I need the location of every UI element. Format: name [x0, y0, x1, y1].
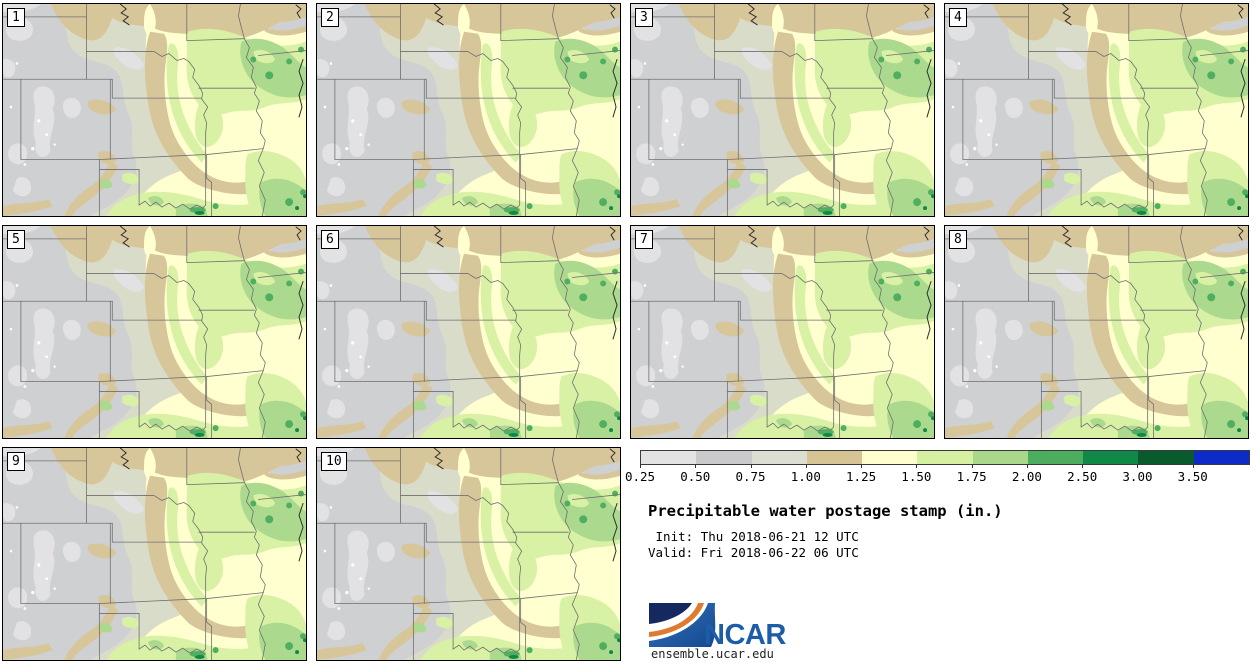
- ensemble-panel: 10: [316, 447, 621, 661]
- ensemble-panel: 7: [630, 225, 935, 439]
- ensemble-panel: 8: [944, 225, 1249, 439]
- precipitable-water-map: [631, 226, 934, 438]
- ensemble-panel: 6: [316, 225, 621, 439]
- precipitable-water-map: [317, 4, 620, 216]
- precipitable-water-map: [317, 226, 620, 438]
- panel-number-badge: 9: [7, 452, 25, 471]
- panel-number-badge: 5: [7, 230, 25, 249]
- ensemble-panel: 3: [630, 3, 935, 217]
- precipitable-water-map: [3, 226, 306, 438]
- ensemble-panel: 2: [316, 3, 621, 217]
- panel-number-badge: 10: [321, 452, 347, 471]
- ensemble-panel: 9: [2, 447, 307, 661]
- precipitable-water-map: [3, 4, 306, 216]
- ensemble-panel: 1: [2, 3, 307, 217]
- precipitable-water-map: [631, 4, 934, 216]
- panel-number-badge: 3: [635, 8, 653, 27]
- panel-number-badge: 6: [321, 230, 339, 249]
- precipitable-water-map: [945, 226, 1248, 438]
- panel-number-badge: 7: [635, 230, 653, 249]
- panel-number-badge: 4: [949, 8, 967, 27]
- precipitable-water-map: [317, 448, 620, 660]
- ensemble-panel: 5: [2, 225, 307, 439]
- ensemble-panel: 4: [944, 3, 1249, 217]
- precipitable-water-map: [945, 4, 1248, 216]
- panel-number-badge: 1: [7, 8, 25, 27]
- precipitable-water-map: [3, 448, 306, 660]
- panel-number-badge: 2: [321, 8, 339, 27]
- panel-number-badge: 8: [949, 230, 967, 249]
- panel-grid: 1 2 3 4 5 6 7: [2, 3, 1249, 661]
